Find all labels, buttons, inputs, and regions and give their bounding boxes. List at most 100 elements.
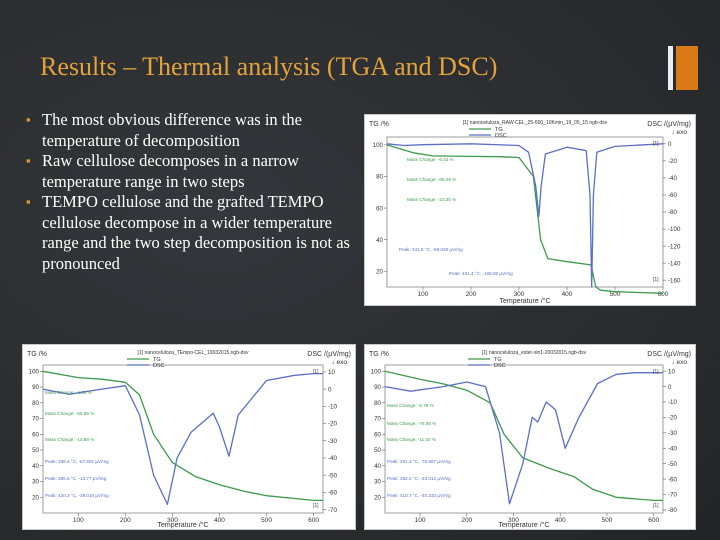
annotation-label: Peak: 386.6 °C, -13.77 µV/mg: [45, 476, 107, 481]
annotation-label: Mass Change: -76.85 %: [387, 421, 436, 426]
x-tick-label: 400: [562, 291, 573, 298]
x-tick-label: 300: [508, 517, 519, 524]
x-tick-label: 100: [73, 517, 84, 524]
annotation-label: Peak: 291.4 °C, -75.887 µV/mg: [387, 459, 451, 464]
plot-frame: [384, 364, 664, 514]
bullet-item: ▪ TEMPO cellulose and the grafted TEMPO c…: [26, 192, 356, 274]
annotation-label: Peak: 289.4 °C, -67.591 µV/mg: [45, 459, 109, 464]
decorative-bar: [668, 46, 673, 90]
legend-label-dsc: DSC: [153, 363, 165, 369]
y-left-tick-label: 80: [376, 174, 383, 181]
tga-dsc-chart-raw-cellulose: TG /% DSC /(µV/mg)↓ exo [1] nanoceluloza_R…: [369, 120, 691, 305]
annotation-label: Mass Change: -4.53 %: [45, 390, 92, 395]
legend-label-dsc: DSC: [494, 363, 506, 369]
chart-panel-grafted-cellulose: TG /% DSC /(µV/mg) ↓ exo [1] nanoceluloza_e…: [364, 344, 696, 530]
y-left-tick-label: 40: [376, 237, 383, 244]
y-right-tick-label: -160: [668, 277, 681, 284]
y-right-tick-label: 0: [328, 386, 332, 393]
y-left-tick-label: 60: [32, 431, 39, 438]
file-label: [1] nanoceluloza_TEmpo-CEL_19032015.ngb-…: [138, 350, 249, 356]
y-right-tick-label: -60: [668, 476, 678, 483]
y-left-tick-label: 30: [374, 479, 381, 486]
y-right-tick-label: -40: [328, 455, 338, 462]
curve-mark-dsc: [1]: [653, 141, 659, 147]
y-right-tick-label: -80: [668, 507, 678, 514]
y-left-tick-label: 90: [32, 384, 39, 391]
y-left-tick-label: 50: [32, 447, 39, 454]
y-right-axis-label: DSC /(µV/mg): [647, 121, 691, 128]
annotation-label: Mass Change: -10.88 %: [45, 437, 94, 442]
x-tick-label: 400: [555, 517, 566, 524]
tg-curve: [42, 370, 323, 502]
y-left-tick-label: 50: [374, 447, 381, 454]
y-left-tick-label: 20: [32, 494, 39, 501]
y-right-tick-label: -70: [668, 492, 678, 499]
y-left-tick-label: 20: [374, 494, 381, 501]
y-right-tick-label: -20: [668, 158, 678, 165]
curve-mark-tg: [1]: [313, 503, 319, 509]
annotation-label: Peak: 451.4 °C, -168.06 µV/mg: [449, 271, 513, 276]
x-axis-label: Temperature /°C: [157, 521, 208, 529]
curve-mark-dsc: [1]: [313, 369, 319, 375]
x-tick-label: 600: [308, 517, 319, 524]
y-right-axis-label: DSC /(µV/mg): [647, 351, 691, 358]
y-right-tick-label: -30: [668, 430, 678, 437]
bullet-square-icon: ▪: [26, 194, 31, 209]
x-tick-label: 600: [658, 291, 669, 298]
x-tick-label: 200: [461, 517, 472, 524]
legend-label-tg: TG: [494, 357, 502, 363]
curve-mark-tg: [1]: [653, 503, 659, 509]
dsc-curve: [386, 143, 664, 288]
y-left-tick-label: 60: [376, 205, 383, 212]
x-tick-label: 500: [602, 517, 613, 524]
y-right-tick-label: -40: [668, 445, 678, 452]
file-label: [1] nanoceluloza_RAW-CEL_25-600_10Kmin_1…: [463, 120, 608, 126]
plot-frame: [42, 364, 324, 514]
legend-label-tg: TG: [495, 127, 503, 133]
y-left-tick-label: 100: [29, 368, 40, 375]
exo-label: ↓ exo: [331, 359, 347, 366]
x-tick-label: 200: [466, 291, 477, 298]
exo-label: ↓ exo: [671, 129, 687, 136]
curve-mark-tg: [1]: [653, 277, 659, 283]
y-left-tick-label: 30: [32, 479, 39, 486]
x-tick-label: 600: [648, 517, 659, 524]
annotation-label: Peak: 420.3 °C, -39.016 µV/mg: [45, 493, 109, 498]
annotation-label: Mass Change: -22.25 %: [407, 197, 456, 202]
annotation-label: Peak: 352.0 °C, -23.012 µV/mg: [387, 476, 451, 481]
tga-dsc-chart-tempo-cellulose: TG /% DSC /(µV/mg)↓ exo [1] nanoceluloza_T…: [27, 350, 351, 529]
x-tick-label: 100: [418, 291, 429, 298]
bullet-item: ▪ The most obvious difference was in the …: [26, 110, 356, 151]
curve-mark-dsc: [1]: [653, 369, 659, 375]
y-left-tick-label: 70: [374, 416, 381, 423]
y-left-axis-label: TG /%: [369, 121, 389, 128]
y-right-tick-label: -50: [328, 472, 338, 479]
bullet-list: ▪ The most obvious difference was in the …: [26, 110, 356, 274]
bullet-square-icon: ▪: [26, 112, 31, 127]
legend-label-dsc: DSC: [495, 133, 507, 139]
y-right-axis-label: DSC /(µV/mg): [307, 351, 351, 358]
y-left-axis-label: TG /%: [369, 351, 389, 358]
bullet-text: The most obvious difference was in the t…: [42, 110, 302, 150]
bullet-text: TEMPO cellulose and the grafted TEMPO ce…: [42, 192, 350, 273]
x-tick-label: 300: [514, 291, 525, 298]
y-right-tick-label: -30: [328, 438, 338, 445]
annotation-label: Peak: 410.7 °C, -40.333 µV/mg: [387, 493, 451, 498]
y-right-tick-label: -10: [328, 404, 338, 411]
annotation-label: Mass Change: -68.29 %: [407, 177, 456, 182]
dsc-curve: [42, 372, 323, 506]
x-axis-label: Temperature /°C: [498, 521, 549, 529]
y-left-tick-label: 100: [373, 142, 384, 149]
slide-title: Results – Thermal analysis (TGA and DSC): [40, 52, 498, 81]
y-left-tick-label: 80: [374, 400, 381, 407]
y-right-tick-label: -20: [668, 415, 678, 422]
y-left-tick-label: 60: [374, 431, 381, 438]
y-right-tick-label: -60: [328, 490, 338, 497]
y-right-tick-label: -60: [668, 192, 678, 199]
tg-curve: [386, 144, 664, 294]
annotation-label: Mass Change: -11.33 %: [387, 437, 436, 442]
y-left-tick-label: 20: [376, 268, 383, 275]
bullet-square-icon: ▪: [26, 153, 31, 168]
y-right-tick-label: 0: [668, 384, 672, 391]
y-right-tick-label: -20: [328, 421, 338, 428]
